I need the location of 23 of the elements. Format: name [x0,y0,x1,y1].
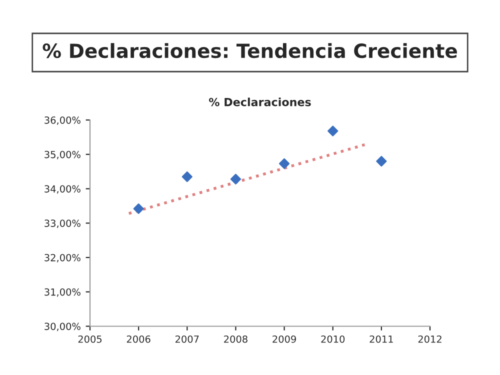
chart-title: % Declaraciones: Tendencia Creciente [42,43,457,58]
y-tick-label: 31,00% [44,288,80,297]
x-tick-label: 2010 [321,335,345,343]
chart-subtitle: % Declaraciones [208,98,311,106]
x-tick-label: 2012 [418,335,442,343]
x-tick-label: 2011 [370,335,393,343]
y-tick-label: 36,00% [44,116,80,125]
y-tick-label: 34,00% [44,185,80,194]
x-tick-label: 2006 [126,335,150,343]
point [230,174,242,184]
x-tick-label: 2007 [175,335,199,343]
point [278,158,290,169]
y-tick-label: 32,00% [44,254,80,262]
y-tick-label: 35,00% [44,150,80,160]
point [133,203,144,214]
point [328,126,338,136]
y-tick-label: 30,00% [44,322,80,332]
y-tick-label: 33,00% [44,220,80,228]
x-tick-label: 2005 [78,335,102,343]
point [182,171,192,182]
x-tick-label: 2009 [272,335,296,343]
point [376,156,387,167]
x-tick-label: 2008 [224,335,248,343]
